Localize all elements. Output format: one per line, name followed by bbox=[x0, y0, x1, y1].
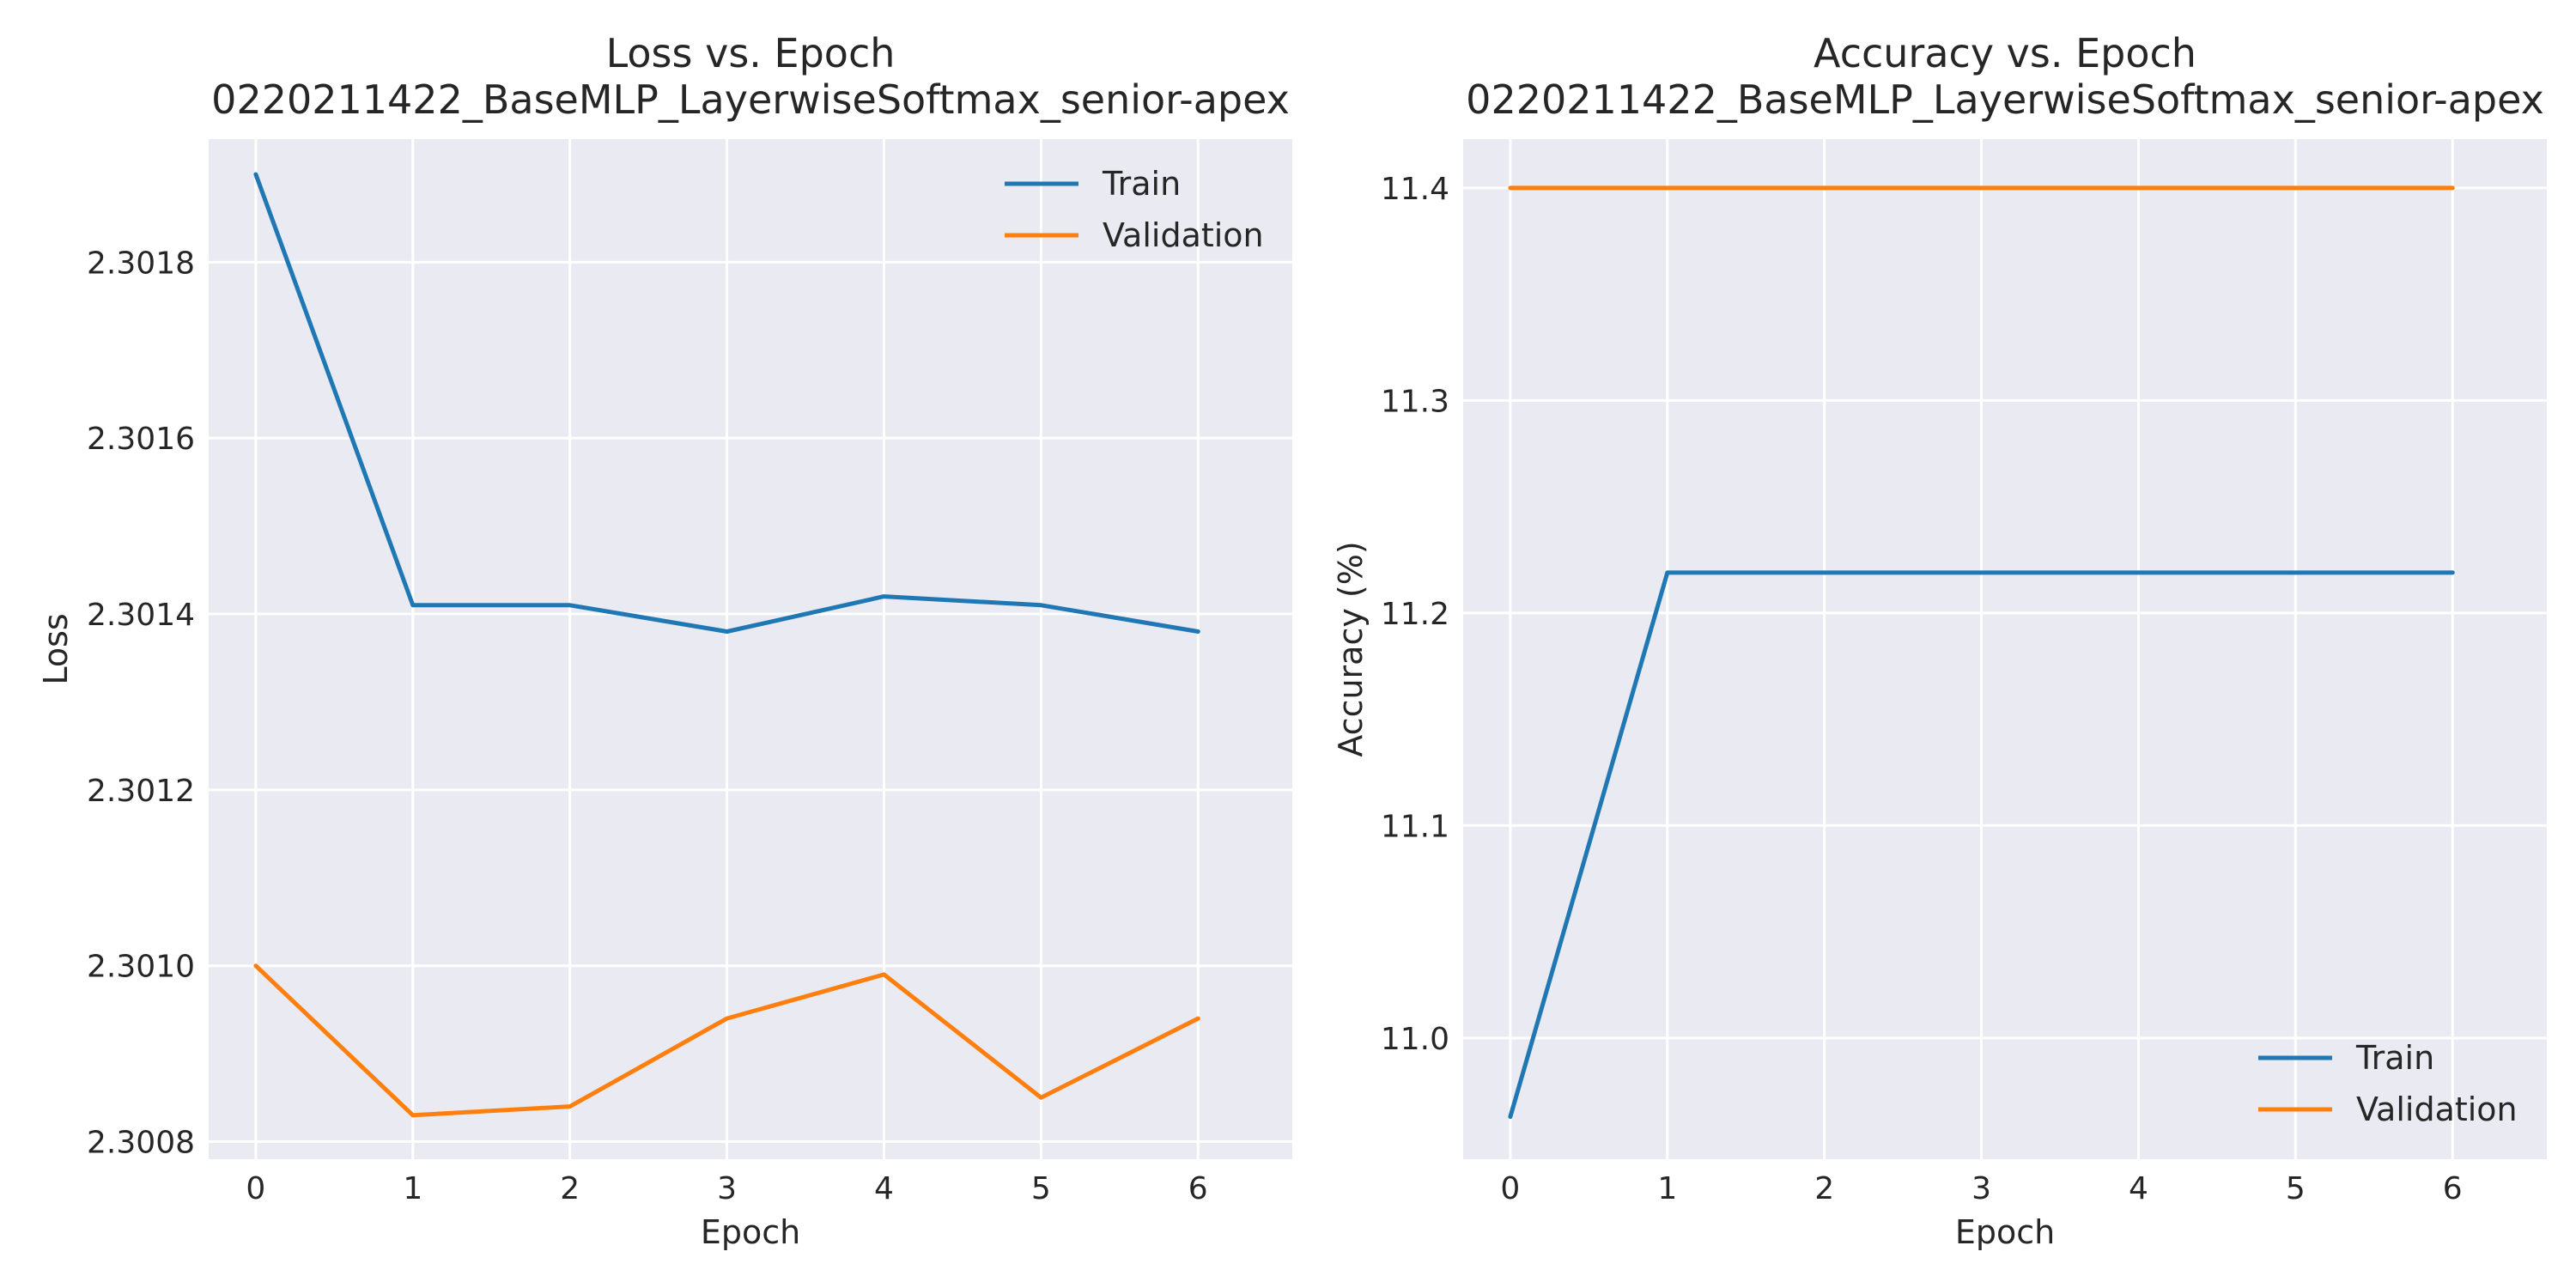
loss-y-tick-label: 2.3012 bbox=[87, 774, 195, 809]
accuracy-y-tick-label: 11.1 bbox=[1381, 809, 1449, 844]
accuracy-y-tick-label: 11.2 bbox=[1381, 597, 1449, 632]
accuracy-x-tick-label: 0 bbox=[1500, 1171, 1520, 1206]
loss-y-tick-label: 2.3018 bbox=[87, 246, 195, 281]
loss-x-tick-label: 0 bbox=[246, 1171, 265, 1206]
loss-y-tick-labels: 2.3008 2.3010 2.3012 2.3014 2.3016 2.3018 bbox=[87, 246, 195, 1160]
accuracy-train-line bbox=[1508, 570, 2455, 1119]
loss-series bbox=[253, 172, 1200, 1118]
accuracy-x-axis-label: Epoch bbox=[1955, 1213, 2055, 1251]
accuracy-chart-panel: Accuracy vs. Epoch 0220211422_BaseMLP_La… bbox=[1332, 30, 2547, 1251]
accuracy-y-tick-label: 11.0 bbox=[1381, 1022, 1449, 1057]
loss-chart-subtitle: 0220211422_BaseMLP_LayerwiseSoftmax_seni… bbox=[211, 76, 1290, 123]
loss-legend-train-label: Train bbox=[1102, 165, 1181, 203]
accuracy-y-axis-label: Accuracy (%) bbox=[1332, 541, 1370, 756]
accuracy-grid bbox=[1463, 139, 2547, 1159]
loss-grid bbox=[209, 139, 1292, 1159]
accuracy-legend-train-label: Train bbox=[2355, 1039, 2434, 1077]
loss-validation-line bbox=[253, 963, 1200, 1118]
loss-legend-validation-label: Validation bbox=[1103, 216, 1264, 254]
accuracy-x-tick-labels: 0 1 2 3 4 5 6 bbox=[1500, 1171, 2462, 1206]
loss-y-tick-label: 2.3014 bbox=[87, 598, 195, 633]
loss-legend: Train Validation bbox=[1005, 165, 1264, 254]
accuracy-y-tick-labels: 11.0 11.1 11.2 11.3 11.4 bbox=[1381, 172, 1449, 1057]
loss-x-tick-label: 5 bbox=[1031, 1171, 1051, 1206]
loss-chart-panel: Loss vs. Epoch 0220211422_BaseMLP_Layerw… bbox=[37, 30, 1292, 1251]
accuracy-legend: Train Validation bbox=[2258, 1039, 2518, 1128]
accuracy-chart-subtitle: 0220211422_BaseMLP_LayerwiseSoftmax_seni… bbox=[1466, 76, 2544, 123]
loss-plot-area bbox=[209, 139, 1292, 1159]
loss-y-tick-label: 2.3008 bbox=[87, 1126, 195, 1161]
accuracy-series bbox=[1508, 185, 2455, 1119]
loss-y-axis-label: Loss bbox=[37, 613, 75, 684]
loss-x-tick-label: 6 bbox=[1188, 1171, 1208, 1206]
loss-x-tick-label: 2 bbox=[560, 1171, 580, 1206]
accuracy-x-tick-label: 1 bbox=[1657, 1171, 1677, 1206]
accuracy-plot-area bbox=[1463, 139, 2547, 1159]
loss-x-tick-label: 3 bbox=[717, 1171, 737, 1206]
loss-x-tick-label: 4 bbox=[874, 1171, 894, 1206]
accuracy-chart-title: Accuracy vs. Epoch bbox=[1814, 30, 2196, 76]
loss-y-tick-label: 2.3010 bbox=[87, 950, 195, 985]
loss-y-tick-label: 2.3016 bbox=[87, 422, 195, 457]
accuracy-x-tick-label: 5 bbox=[2286, 1171, 2306, 1206]
accuracy-y-tick-label: 11.3 bbox=[1381, 384, 1449, 419]
loss-x-tick-label: 1 bbox=[403, 1171, 422, 1206]
accuracy-x-tick-label: 4 bbox=[2129, 1171, 2148, 1206]
loss-train-line bbox=[253, 172, 1200, 634]
loss-chart-title: Loss vs. Epoch bbox=[606, 30, 896, 76]
accuracy-legend-validation-label: Validation bbox=[2356, 1091, 2518, 1128]
accuracy-x-tick-label: 3 bbox=[1971, 1171, 1991, 1206]
accuracy-y-tick-label: 11.4 bbox=[1381, 172, 1449, 207]
accuracy-x-tick-label: 2 bbox=[1814, 1171, 1834, 1206]
accuracy-x-tick-label: 6 bbox=[2443, 1171, 2463, 1206]
loss-x-axis-label: Epoch bbox=[701, 1213, 800, 1251]
loss-x-tick-labels: 0 1 2 3 4 5 6 bbox=[246, 1171, 1207, 1206]
